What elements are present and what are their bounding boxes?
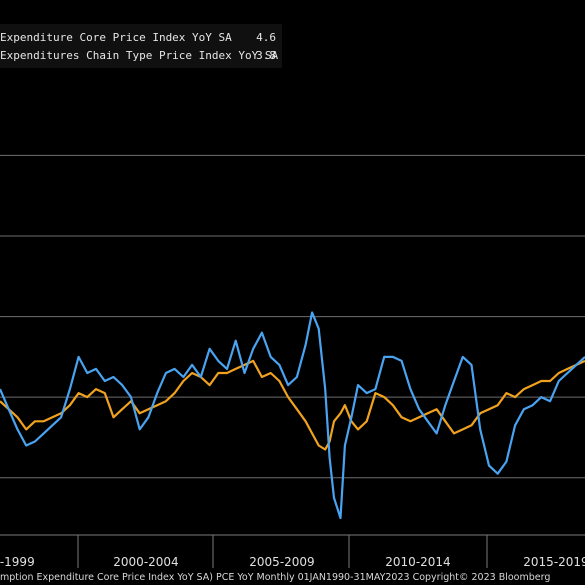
series-lines [0,311,585,520]
x-tick-label-2: 2005-2009 [249,555,314,569]
legend-label-headline: Expenditures Chain Type Price Index YoY … [0,49,279,62]
x-tick-label-1: 2000-2004 [113,555,178,569]
legend-value-core: 4.6 [256,31,276,44]
legend-value-headline: 3.8 [256,49,276,62]
x-tick-label-4: 2015-2019 [523,555,585,569]
gridlines [0,154,585,479]
legend-entry-headline: Expenditures Chain Type Price Index YoY … [0,47,282,65]
legend: Expenditure Core Price Index YoY SA 4.6 … [0,24,282,68]
x-axis: 1995-1999 2000-2004 2005-2009 2010-2014 2015… [0,534,585,569]
legend-label-core: Expenditure Core Price Index YoY SA [0,31,232,44]
chart-footer: mption Expenditure Core Price Index YoY … [0,570,585,585]
series-line-core [0,311,585,520]
legend-entry-core: Expenditure Core Price Index YoY SA 4.6 [0,29,282,47]
series-line-headline [0,359,585,451]
x-tick-label-0: 1995-1999 [0,555,35,569]
x-tick-label-3: 2010-2014 [385,555,450,569]
